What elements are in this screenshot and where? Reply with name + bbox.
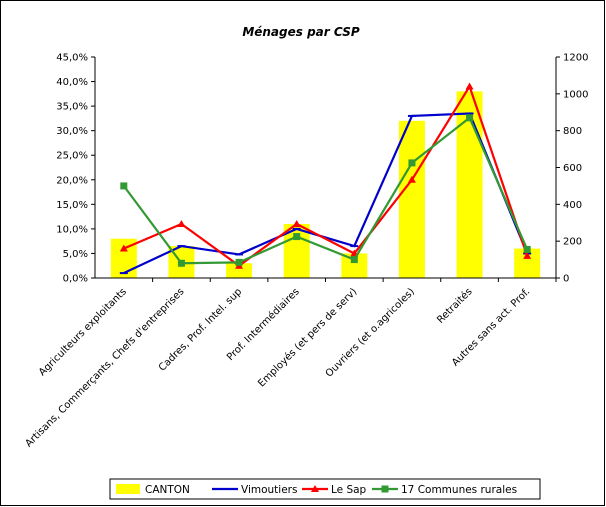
legend: CANTON Vimoutiers Le Sap 17 Communes rurale…: [109, 478, 541, 500]
bar-canton: [226, 263, 253, 278]
y-right-tick-label: 0: [563, 274, 569, 285]
legend-marker-le-sap: [311, 485, 319, 492]
y-left-tick-label: 40,0%: [56, 77, 88, 88]
point-le-sap: [119, 244, 128, 252]
chart-title: Ménages par CSP: [242, 25, 360, 39]
legend-label-vimoutiers: Vimoutiers: [241, 484, 297, 496]
y-left-tick-label: 15,0%: [56, 200, 88, 211]
y-right-tick-label: 600: [563, 163, 582, 174]
y-right-tick-label: 1000: [563, 89, 588, 100]
point-17-communes-rurales: [235, 258, 243, 266]
point-le-sap: [177, 219, 186, 227]
line-17-communes-rurales: [122, 116, 529, 265]
y-right-tick-label: 1200: [563, 53, 588, 64]
y-left-tick-label: 10,0%: [56, 224, 88, 235]
point-17-communes-rurales: [523, 245, 531, 253]
plot-area: [110, 82, 541, 278]
y-left-tick-label: 45,0%: [56, 53, 88, 64]
point-le-sap: [407, 175, 416, 183]
line-le-sap: [123, 83, 529, 268]
bar-canton: [398, 120, 425, 278]
point-17-communes-rurales: [120, 182, 128, 190]
legend-label-le-sap: Le Sap: [331, 484, 367, 496]
point-le-sap: [523, 251, 532, 259]
point-le-sap: [292, 219, 301, 227]
y-left-tick-label: 5,0%: [63, 249, 88, 260]
y-right-tick-label: 400: [563, 200, 582, 211]
legend-label-canton: CANTON: [145, 484, 190, 496]
y-left-tick-label: 20,0%: [56, 175, 88, 186]
legend-label-17-communes-rurales: 17 Communes rurales: [401, 484, 517, 496]
point-17-communes-rurales: [177, 259, 185, 267]
y-left-tick-label: 30,0%: [56, 126, 88, 137]
point-17-communes-rurales: [466, 114, 474, 122]
y-left-tick-label: 25,0%: [56, 151, 88, 162]
point-17-communes-rurales: [350, 256, 358, 264]
legend-marker-17-communes-rurales: [381, 485, 389, 493]
y-left-tick-label: 35,0%: [56, 102, 88, 113]
legend-swatch-canton: [116, 484, 140, 494]
y-left-tick-label: 0,0%: [63, 274, 88, 285]
point-17-communes-rurales: [293, 233, 301, 241]
point-le-sap: [465, 82, 474, 90]
point-17-communes-rurales: [408, 159, 416, 167]
bar-canton: [456, 91, 483, 278]
y-right-tick-label: 200: [563, 237, 582, 248]
y-right-tick-label: 800: [563, 126, 582, 137]
